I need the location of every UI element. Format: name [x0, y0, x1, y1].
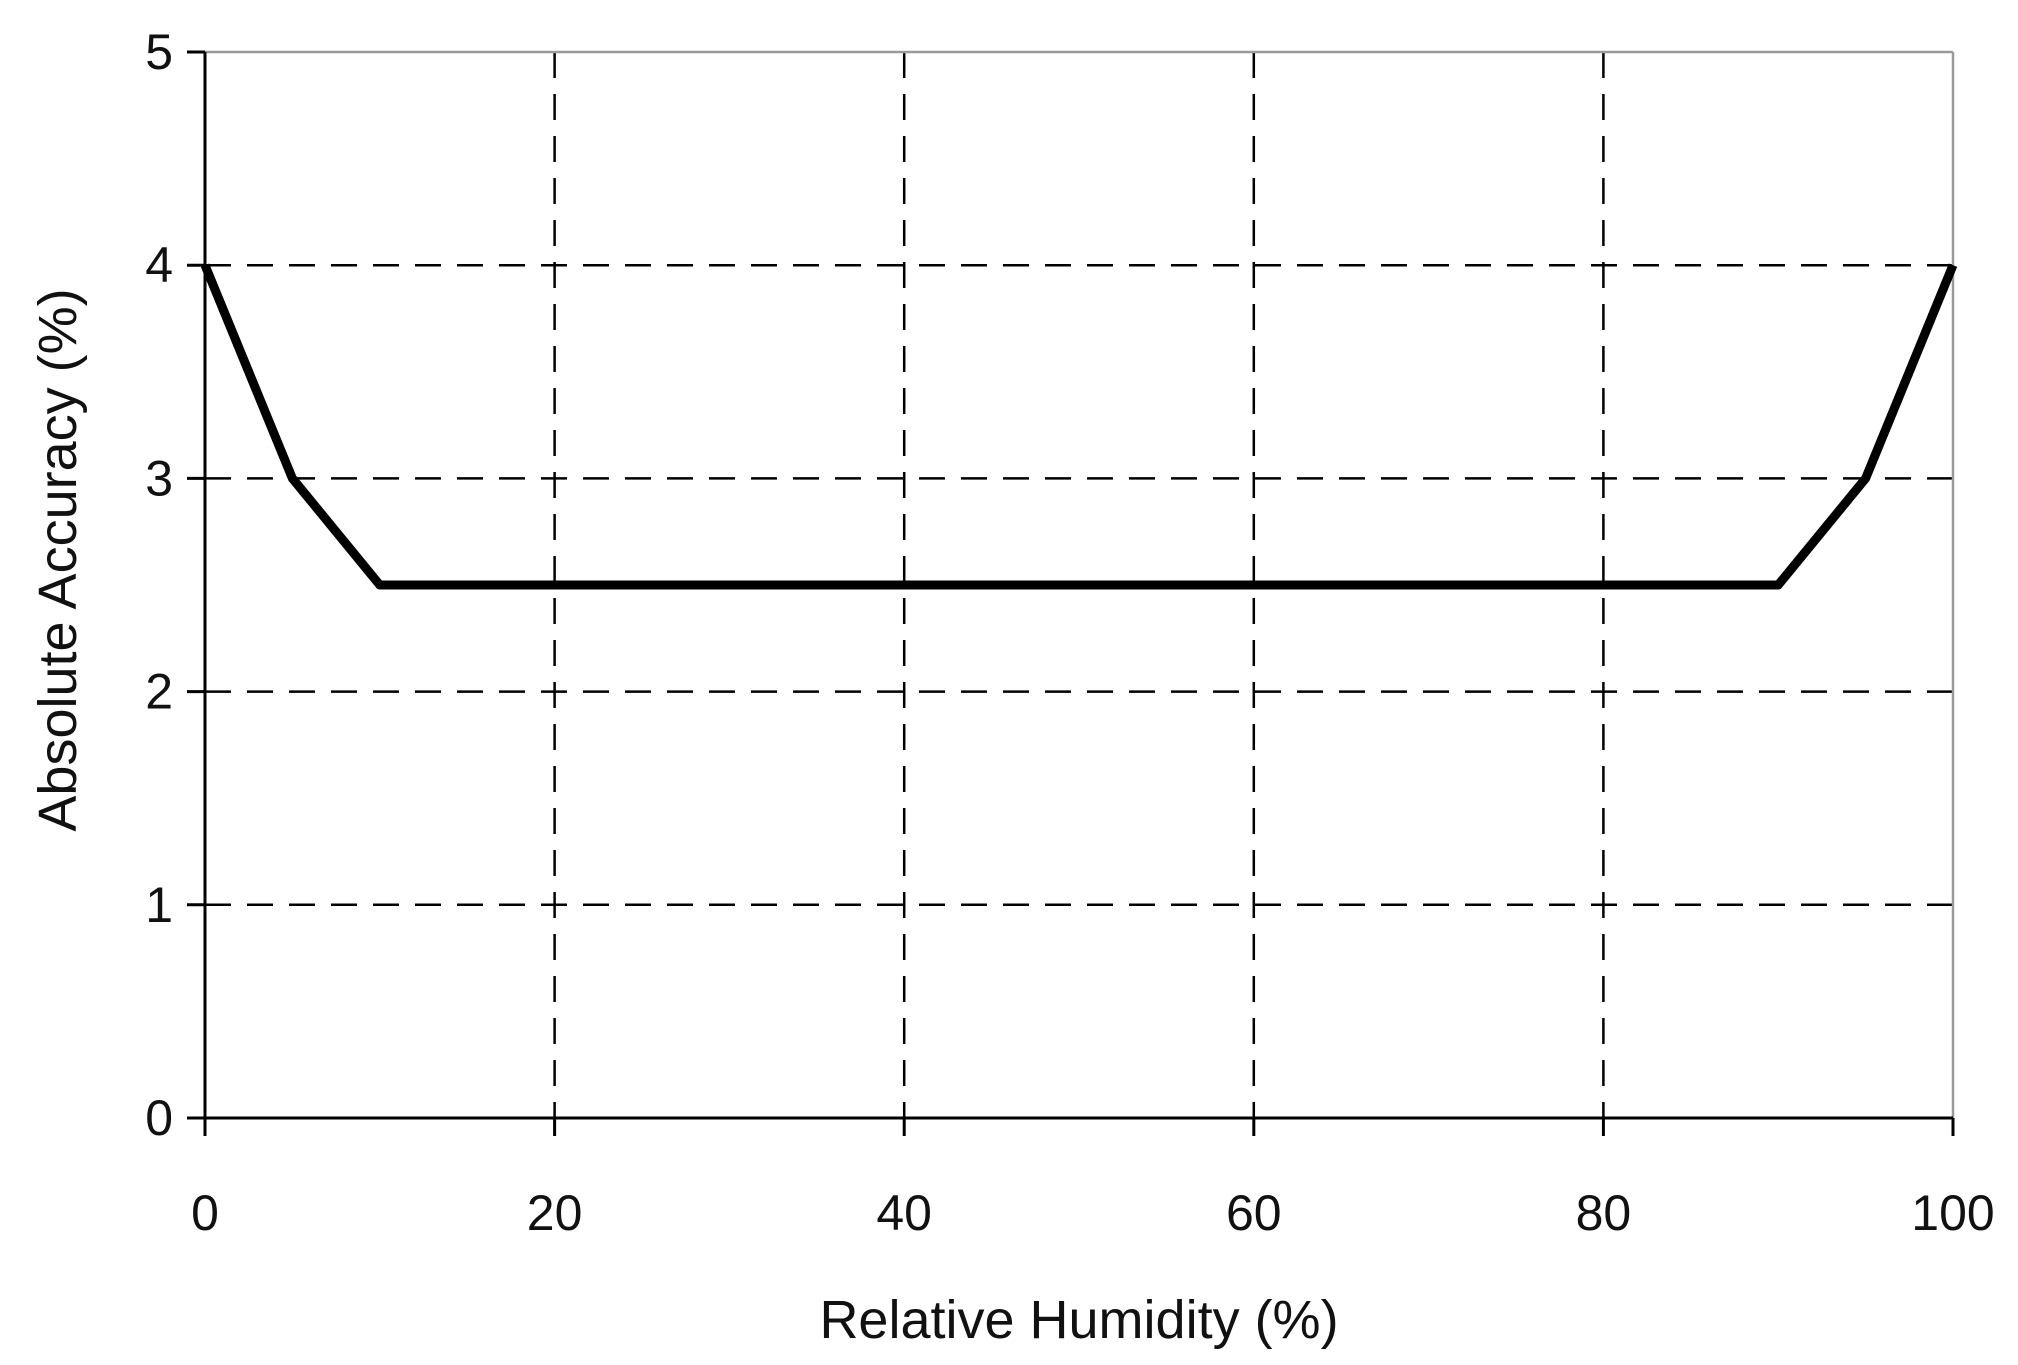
- y-tick-label-0: 0: [145, 1090, 173, 1146]
- y-tick-label-5: 5: [145, 24, 173, 80]
- y-tick-label-4: 4: [145, 237, 173, 293]
- y-tick-label-3: 3: [145, 450, 173, 506]
- x-tick-label-0: 0: [191, 1185, 219, 1241]
- series-group: [200, 263, 1958, 590]
- x-tick-label-100: 100: [1911, 1185, 1994, 1241]
- series-line-0: [200, 263, 1958, 590]
- axes: [203, 50, 1955, 1120]
- ticks: 0 1 2 3 4 5 0 20 40 60 80 100: [145, 24, 1995, 1241]
- y-tick-label-1: 1: [145, 877, 173, 933]
- x-tick-label-20: 20: [527, 1185, 583, 1241]
- x-tick-label-80: 80: [1576, 1185, 1632, 1241]
- x-tick-label-60: 60: [1226, 1185, 1282, 1241]
- y-axis-label: Absolute Accuracy (%): [28, 288, 88, 831]
- grid: [205, 52, 1953, 1118]
- y-tick-label-2: 2: [145, 664, 173, 720]
- x-axis-label: Relative Humidity (%): [819, 1290, 1338, 1350]
- x-tick-label-40: 40: [876, 1185, 932, 1241]
